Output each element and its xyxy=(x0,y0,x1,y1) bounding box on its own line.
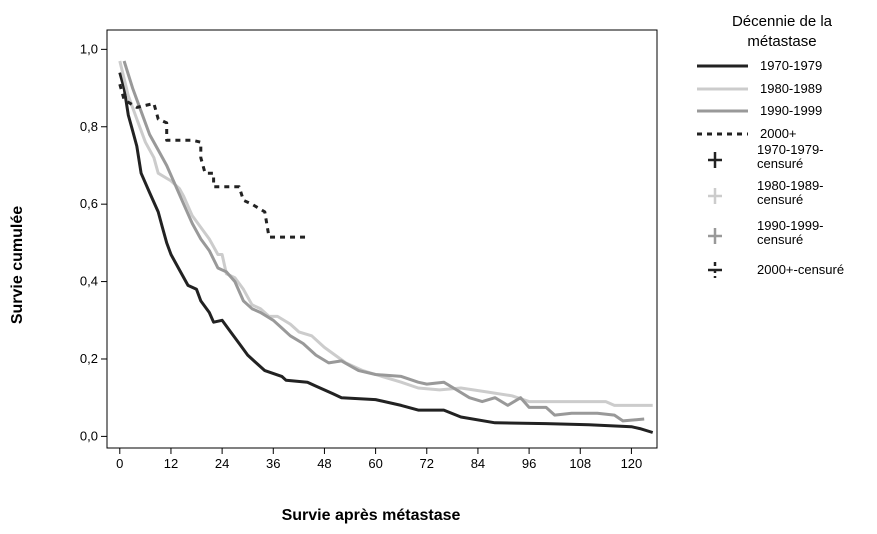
legend-label-1970-1979-censuré-line-1: 1970-1979- xyxy=(757,142,824,157)
x-tick-label: 0 xyxy=(116,456,123,471)
legend-label-2000+: 2000+ xyxy=(760,126,797,141)
y-tick-label: 0,8 xyxy=(80,119,98,134)
x-tick-label: 96 xyxy=(522,456,536,471)
legend-label-1980-1989-censuré-line-1: 1980-1989- xyxy=(757,178,824,193)
x-tick-label: 72 xyxy=(420,456,434,471)
legend-label-1990-1999-censuré-line-2: censuré xyxy=(757,232,803,247)
legend-label-2000+-censuré: 2000+-censuré xyxy=(757,262,844,277)
legend-title-line-1: Décennie de la xyxy=(732,13,833,30)
legend-label-1970-1979-censuré-line-2: censuré xyxy=(757,156,803,171)
y-tick-label: 0,0 xyxy=(80,428,98,443)
legend-title-line-2: métastase xyxy=(747,33,816,50)
legend-swatch-1990-1999-censuré xyxy=(708,228,722,244)
legend-items: 1970-1979 1980-1989 1990-1999 2000+1970-197… xyxy=(697,58,844,278)
legend: Décennie de la métastase 1970-1979 1980-1… xyxy=(697,13,844,278)
x-tick-label: 120 xyxy=(621,456,643,471)
legend-label-1990-1999-censuré-line-1: 1990-1999- xyxy=(757,218,824,233)
legend-label-1990-1999: 1990-1999 xyxy=(760,103,822,118)
series-layer xyxy=(118,60,654,434)
y-tick-label: 0,6 xyxy=(80,196,98,211)
x-tick-label: 36 xyxy=(266,456,280,471)
legend-swatch-2000+-censuré xyxy=(708,262,722,278)
legend-label-1970-1979: 1970-1979 xyxy=(760,58,822,73)
legend-swatch-1980-1989-censuré xyxy=(708,188,722,204)
y-tick-label: 0,4 xyxy=(80,274,98,289)
y-axis: 0,0 0,2 0,4 0,6 0,8 1,0 xyxy=(80,41,107,443)
plot-frame xyxy=(106,29,658,449)
series-line-1970-1979 xyxy=(118,72,654,434)
y-tick-label: 0,2 xyxy=(80,351,98,366)
x-tick-label: 60 xyxy=(368,456,382,471)
series-line-1990-1999 xyxy=(122,60,645,423)
legend-label-1980-1989-censuré-line-2: censuré xyxy=(757,192,803,207)
series-line-2000+ xyxy=(118,83,308,239)
x-tick-label: 12 xyxy=(164,456,178,471)
x-axis-title: Survie après métastase xyxy=(282,507,461,524)
y-tick-label: 1,0 xyxy=(80,41,98,56)
y-axis-title: Survie cumulée xyxy=(9,206,26,324)
legend-swatch-1970-1979-censuré xyxy=(708,152,722,168)
x-tick-label: 84 xyxy=(471,456,485,471)
x-tick-label: 24 xyxy=(215,456,229,471)
legend-label-1980-1989: 1980-1989 xyxy=(760,81,822,96)
x-axis: 0 12 24 36 48 60 72 84 96 108 120 xyxy=(116,448,642,471)
x-tick-label: 108 xyxy=(569,456,591,471)
x-tick-label: 48 xyxy=(317,456,331,471)
